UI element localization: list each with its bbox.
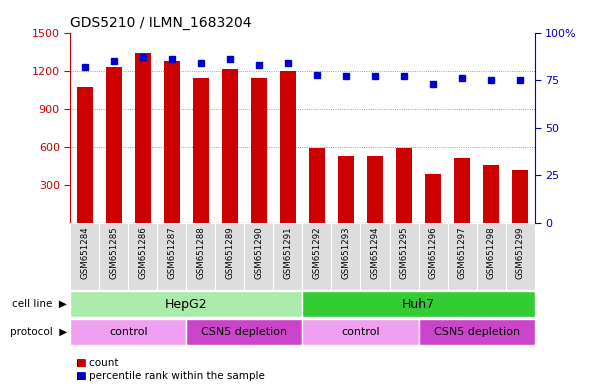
Bar [158, 223, 186, 290]
Bar [477, 223, 506, 290]
Bar [419, 318, 535, 345]
Bar [106, 67, 122, 223]
Text: GSM651299: GSM651299 [516, 227, 525, 279]
Text: ■ count: ■ count [76, 358, 119, 368]
Bar [70, 318, 186, 345]
Bar [70, 291, 302, 318]
Bar [216, 223, 244, 290]
Text: ■: ■ [76, 371, 86, 381]
Bar [367, 156, 383, 223]
Text: cell line  ▶: cell line ▶ [12, 299, 67, 309]
Text: GSM651297: GSM651297 [458, 227, 467, 279]
Bar [360, 223, 390, 290]
Text: control: control [341, 327, 380, 337]
Bar [309, 148, 325, 223]
Bar [135, 53, 151, 223]
Text: control: control [109, 327, 148, 337]
Text: GSM651298: GSM651298 [486, 227, 496, 279]
Bar [193, 78, 209, 223]
Text: HepG2: HepG2 [165, 298, 208, 311]
Bar [70, 223, 99, 290]
Text: GSM651287: GSM651287 [167, 227, 177, 279]
Text: GSM651289: GSM651289 [225, 227, 235, 279]
Bar [302, 223, 332, 290]
Text: GDS5210 / ILMN_1683204: GDS5210 / ILMN_1683204 [70, 16, 252, 30]
Text: GSM651291: GSM651291 [284, 227, 293, 279]
Text: GSM651294: GSM651294 [370, 227, 379, 279]
Text: GSM651288: GSM651288 [196, 227, 205, 279]
Bar [396, 148, 412, 223]
Text: GSM651284: GSM651284 [80, 227, 89, 279]
Bar [77, 87, 93, 223]
Bar [100, 223, 128, 290]
Bar [425, 174, 441, 223]
Bar [164, 61, 180, 223]
Bar [186, 318, 302, 345]
Text: GSM651290: GSM651290 [254, 227, 263, 279]
Bar [506, 223, 535, 290]
Bar [274, 223, 302, 290]
Bar [302, 318, 419, 345]
Bar [512, 170, 528, 223]
Text: ■ percentile rank within the sample: ■ percentile rank within the sample [76, 371, 265, 381]
Bar [222, 70, 238, 223]
Bar [251, 78, 267, 223]
Bar [280, 71, 296, 223]
Bar [390, 223, 419, 290]
Text: GSM651293: GSM651293 [342, 227, 351, 279]
Text: Huh7: Huh7 [402, 298, 435, 311]
Text: protocol  ▶: protocol ▶ [10, 327, 67, 337]
Bar [331, 223, 360, 290]
Bar [483, 165, 499, 223]
Bar [447, 223, 477, 290]
Bar [186, 223, 216, 290]
Text: GSM651285: GSM651285 [109, 227, 119, 279]
Bar [302, 291, 535, 318]
Bar [244, 223, 274, 290]
Bar [338, 156, 354, 223]
Text: GSM651292: GSM651292 [312, 227, 321, 279]
Bar [128, 223, 158, 290]
Text: GSM651295: GSM651295 [400, 227, 409, 279]
Text: GSM651286: GSM651286 [138, 227, 147, 279]
Bar [419, 223, 447, 290]
Text: GSM651296: GSM651296 [428, 227, 437, 279]
Text: CSN5 depletion: CSN5 depletion [434, 327, 519, 337]
Text: ■: ■ [76, 358, 86, 368]
Text: CSN5 depletion: CSN5 depletion [202, 327, 287, 337]
Bar [454, 158, 470, 223]
